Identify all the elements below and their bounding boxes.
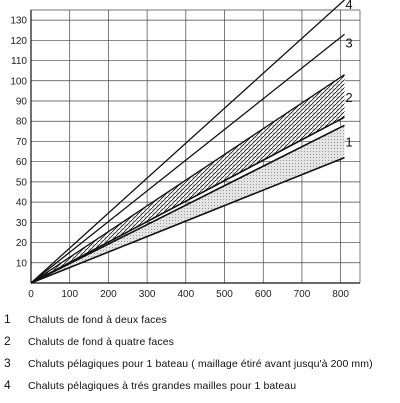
tick-labels: 0 100 200 300 400 500 600 700 800 10 20 30 40 50 60 70 8… <box>10 16 349 300</box>
series-line-4 <box>30 0 345 284</box>
x-tick-label: 0 <box>28 289 34 300</box>
axes <box>30 10 360 284</box>
legend-text: Chaluts de fond à quatre faces <box>28 336 175 348</box>
legend-item-3: 3 Chaluts pélagiques pour 1 bateau ( mai… <box>4 356 400 378</box>
y-tick-label: 130 <box>10 16 27 27</box>
legend-text: Chaluts pélagiques à trés grandes maille… <box>28 380 297 392</box>
series-line-edge-3 <box>30 116 345 284</box>
legend: 1 Chaluts de fond à deux faces 2 Chaluts… <box>4 312 400 400</box>
legend-text: Chaluts pélagiques pour 1 bateau ( maill… <box>28 358 373 370</box>
curve-label-3: 3 <box>345 35 352 50</box>
series-line-edge-5 <box>30 156 345 284</box>
curve-label-4: 4 <box>345 0 352 12</box>
x-tick-label: 700 <box>294 289 311 300</box>
curve-labels: 4 3 2 1 <box>345 0 352 149</box>
x-tick-label: 500 <box>216 289 233 300</box>
legend-item-2: 2 Chaluts de fond à quatre faces <box>4 334 400 356</box>
y-tick-label: 60 <box>16 157 28 168</box>
series-line-2 <box>30 74 345 284</box>
y-tick-label: 30 <box>16 218 28 229</box>
x-tick-label: 600 <box>255 289 272 300</box>
curve-label-1: 1 <box>345 134 352 149</box>
y-tick-label: 70 <box>16 137 28 148</box>
legend-item-1: 1 Chaluts de fond à deux faces <box>4 312 400 334</box>
y-tick-label: 10 <box>16 258 28 269</box>
legend-item-4: 4 Chaluts pélagiques à trés grandes mail… <box>4 378 400 400</box>
legend-number: 1 <box>4 312 11 326</box>
series-lines <box>30 0 345 284</box>
x-tick-label: 200 <box>100 289 117 300</box>
y-tick-label: 90 <box>16 97 28 108</box>
y-tick-label: 120 <box>10 36 27 47</box>
line-chart: 0 100 200 300 400 500 600 700 800 10 20 30 40 50 60 70 8… <box>10 0 361 300</box>
y-tick-label: 110 <box>11 56 27 67</box>
curve-label-2: 2 <box>345 90 352 105</box>
legend-text: Chaluts de fond à deux faces <box>28 314 167 326</box>
series-line-3 <box>30 33 345 284</box>
y-tick-label: 20 <box>16 238 28 249</box>
y-tick-label: 50 <box>16 177 28 188</box>
series-line-edge-4 <box>30 124 345 284</box>
x-tick-label: 800 <box>332 289 349 300</box>
y-tick-label: 80 <box>16 117 28 128</box>
y-tick-label: 40 <box>16 198 28 209</box>
legend-number: 2 <box>4 334 11 348</box>
x-tick-label: 300 <box>139 289 156 300</box>
x-tick-label: 100 <box>61 289 78 300</box>
x-tick-label: 400 <box>177 289 194 300</box>
legend-number: 3 <box>4 356 11 370</box>
y-tick-label: 100 <box>10 76 27 87</box>
legend-number: 4 <box>4 378 11 392</box>
